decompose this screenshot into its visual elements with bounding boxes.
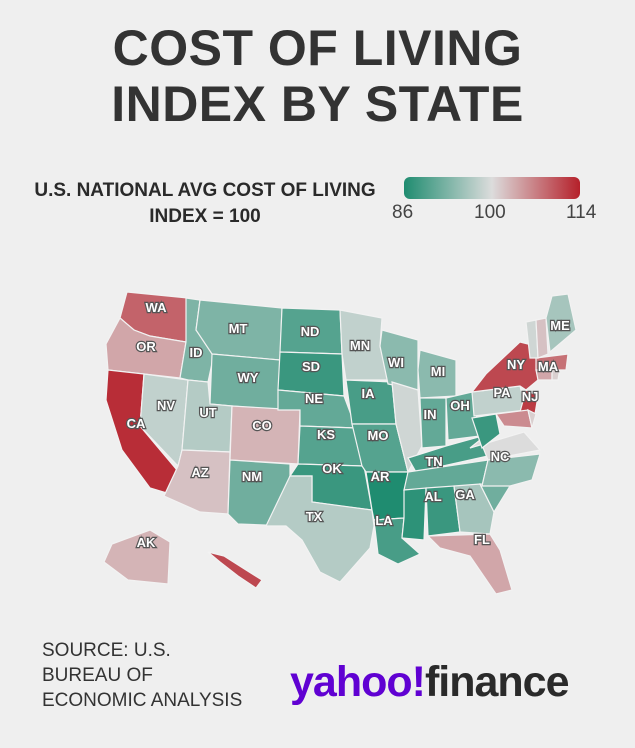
note-line-2: INDEX = 100: [149, 206, 261, 227]
national-average-note: U.S. NATIONAL AVG COST OF LIVING INDEX =…: [20, 178, 390, 230]
note-line-1: U.S. NATIONAL AVG COST OF LIVING: [34, 180, 376, 201]
state-label-nm: NM: [242, 469, 262, 484]
logo-finance: finance: [424, 658, 570, 706]
state-label-mo: MO: [368, 428, 389, 443]
legend-mid-label: 100: [474, 202, 506, 223]
state-label-nj: NJ: [522, 389, 539, 404]
state-nc: [481, 453, 541, 487]
yahoo-finance-logo: yahoo!finance: [290, 656, 569, 708]
state-label-ga: GA: [455, 487, 475, 502]
state-label-ok: OK: [322, 461, 342, 476]
state-label-mn: MN: [350, 338, 370, 353]
state-tx: [265, 475, 375, 583]
state-label-oh: OH: [450, 398, 470, 413]
state-label-fl: FL: [474, 532, 490, 547]
state-label-co: CO: [252, 418, 272, 433]
state-label-la: LA: [375, 513, 393, 528]
logo-yahoo: yahoo!: [290, 658, 426, 706]
state-label-ny: NY: [507, 357, 525, 372]
state-ms: [401, 487, 427, 541]
source-line-3: ECONOMIC ANALYSIS: [42, 690, 243, 711]
state-label-ks: KS: [317, 427, 335, 442]
state-ma: [535, 353, 569, 371]
state-label-ne: NE: [305, 391, 323, 406]
state-label-mi: MI: [431, 364, 445, 379]
state-label-ia: IA: [362, 386, 376, 401]
state-label-nv: NV: [157, 398, 175, 413]
state-label-ut: UT: [199, 405, 216, 420]
legend-max-label: 114: [566, 202, 597, 223]
state-wv: [471, 413, 501, 449]
state-label-tn: TN: [425, 454, 442, 469]
state-label-tx: TX: [306, 509, 323, 524]
legend-color-scale: [404, 177, 580, 199]
title-line-1: COST OF LIVING: [112, 20, 523, 76]
legend-min-label: 86: [392, 202, 414, 223]
state-label-wi: WI: [388, 355, 404, 370]
state-nh: [535, 317, 549, 359]
state-label-nd: ND: [301, 324, 320, 339]
page-title: COST OF LIVING INDEX BY STATE: [0, 20, 635, 132]
state-az: [163, 449, 231, 515]
state-label-az: AZ: [191, 465, 208, 480]
us-state-map: WA OR CA NV ID MT WY UT CO AZ NM ND SD NE KS OK TX MN IA MO…: [103, 291, 577, 595]
state-label-in: IN: [424, 407, 437, 422]
state-label-wa: WA: [146, 300, 168, 315]
state-label-or: OR: [136, 339, 156, 354]
state-label-nc: NC: [491, 449, 510, 464]
state-label-wy: WY: [238, 370, 259, 385]
state-label-pa: PA: [493, 385, 511, 400]
state-ak: [103, 529, 171, 585]
source-line-1: SOURCE: U.S.: [42, 640, 171, 661]
state-label-id: ID: [190, 345, 203, 360]
source-line-2: BUREAU OF: [42, 665, 153, 686]
state-mi: [417, 349, 457, 399]
state-ny: [470, 341, 539, 393]
state-ga: [453, 483, 495, 535]
state-label-al: AL: [424, 489, 441, 504]
state-va: [469, 431, 542, 461]
state-label-ma: MA: [538, 359, 559, 374]
state-label-mt: MT: [229, 321, 248, 336]
state-label-me: ME: [550, 318, 570, 333]
state-hi: [207, 551, 263, 589]
source-note: SOURCE: U.S. BUREAU OF ECONOMIC ANALYSIS: [42, 638, 282, 713]
state-me: [545, 293, 577, 354]
state-fl: [426, 533, 513, 595]
title-line-2: INDEX BY STATE: [111, 76, 524, 132]
state-de: [527, 408, 537, 429]
state-co: [229, 405, 301, 465]
state-in: [419, 397, 447, 449]
state-label-sd: SD: [302, 359, 320, 374]
state-label-ca: CA: [127, 416, 146, 431]
state-label-ar: AR: [371, 469, 390, 484]
state-label-ak: AK: [137, 535, 156, 550]
